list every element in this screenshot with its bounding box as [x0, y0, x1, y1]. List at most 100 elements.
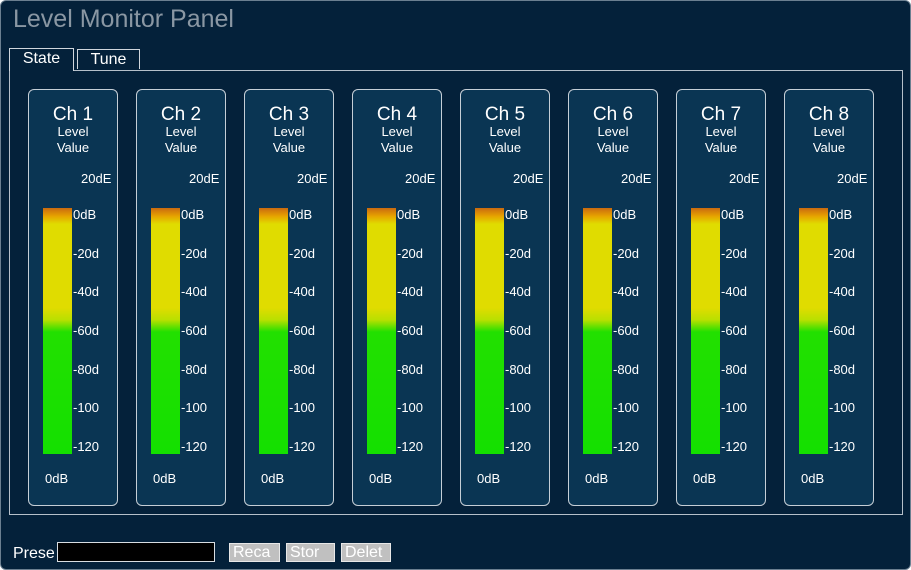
channel-strip-7: Ch 7 Level Value 20dE 0dB -20d -40d -60d -80d -10…	[676, 89, 766, 506]
meter-tick-label: -60d	[505, 323, 532, 338]
meter-max-label: 20dE	[405, 171, 436, 186]
meter-tick-label: -80d	[397, 362, 424, 377]
level-meter-bar	[367, 208, 396, 454]
meter-tick-label: -80d	[181, 362, 208, 377]
meter-tick-label: -20d	[397, 246, 424, 261]
meter-max-label: 20dE	[837, 171, 868, 186]
meter-tick-label: -60d	[181, 323, 208, 338]
channel-value-label: Value	[704, 140, 738, 155]
channel-level-label: Level	[273, 124, 305, 139]
meter-tick-label: -20d	[505, 246, 532, 261]
meter-tick-label: -40d	[73, 284, 100, 299]
channel-level-label: Level	[165, 124, 197, 139]
channel-name: Ch 4	[376, 104, 418, 125]
meter-tick-label: -60d	[829, 323, 856, 338]
meter-tick-label: 0dB	[721, 207, 745, 222]
meter-tick-label: -120	[829, 439, 856, 454]
channel-name: Ch 8	[808, 104, 850, 125]
meter-max-label: 20dE	[513, 171, 544, 186]
channel-name: Ch 1	[52, 104, 94, 125]
level-meter-bar	[259, 208, 288, 454]
meter-tick-label: -60d	[613, 323, 640, 338]
tab-state[interactable]: State	[9, 48, 74, 71]
delete-button[interactable]: Delet	[341, 543, 391, 562]
channel-value-label: Value	[812, 140, 846, 155]
meter-tick-label: -120	[181, 439, 208, 454]
meter-tick-label: -100	[181, 400, 208, 415]
meter-tick-label: -80d	[505, 362, 532, 377]
meter-max-label: 20dE	[729, 171, 760, 186]
tab-tune[interactable]: Tune	[77, 49, 140, 69]
channel-value-label: Value	[272, 140, 306, 155]
level-meter-bar	[691, 208, 720, 454]
meter-tick-label: 0dB	[289, 207, 313, 222]
meter-tick-label: -80d	[289, 362, 316, 377]
channel-value-label: Value	[380, 140, 414, 155]
channel-value-label: Value	[164, 140, 198, 155]
channel-strip-8: Ch 8 Level Value 20dE 0dB -20d -40d -60d -80d -10…	[784, 89, 874, 506]
meter-tick-label: -20d	[613, 246, 640, 261]
meter-max-label: 20dE	[81, 171, 112, 186]
meter-tick-label: -80d	[613, 362, 640, 377]
channel-strip-2: Ch 2 Level Value 20dE 0dB -20d -40d -60d -80d -10…	[136, 89, 226, 506]
meter-tick-label: -20d	[829, 246, 856, 261]
meter-tick-label: -100	[397, 400, 424, 415]
level-meter-bar	[151, 208, 180, 454]
meter-tick-label: -20d	[721, 246, 748, 261]
meter-tick-label: -100	[613, 400, 640, 415]
channel-strip-4: Ch 4 Level Value 20dE 0dB -20d -40d -60d -80d -10…	[352, 89, 442, 506]
meter-tick-label: 0dB	[829, 207, 853, 222]
channel-name: Ch 7	[700, 104, 742, 125]
meter-tick-label: -40d	[613, 284, 640, 299]
channel-name: Ch 5	[484, 104, 526, 125]
meter-tick-label: -100	[73, 400, 100, 415]
meter-tick-label: -60d	[289, 323, 316, 338]
meter-tick-label: -40d	[289, 284, 316, 299]
channel-strip-5: Ch 5 Level Value 20dE 0dB -20d -40d -60d -80d -10…	[460, 89, 550, 506]
meter-tick-label: -100	[829, 400, 856, 415]
meter-tick-label: -20d	[289, 246, 316, 261]
meter-tick-label: -40d	[181, 284, 208, 299]
level-meter-bar	[43, 208, 72, 454]
channel-name: Ch 2	[160, 104, 202, 125]
channel-strip-1: Ch 1 Level Value 20dE 0dB -20d -40d -60d -80d -10…	[28, 89, 118, 506]
meter-tick-label: -120	[721, 439, 748, 454]
channel-value-label: Value	[596, 140, 630, 155]
state-tab-panel	[9, 70, 903, 515]
meter-tick-label: -40d	[397, 284, 424, 299]
channel-level-label: Level	[597, 124, 629, 139]
meter-max-label: 20dE	[189, 171, 220, 186]
meter-tick-label: -80d	[829, 362, 856, 377]
meter-tick-label: -40d	[505, 284, 532, 299]
preset-name-input[interactable]	[57, 542, 215, 562]
meter-tick-label: 0dB	[181, 207, 205, 222]
meter-tick-label: -120	[73, 439, 100, 454]
meter-tick-label: -120	[613, 439, 640, 454]
channel-level-label: Level	[813, 124, 845, 139]
channel-level-value: 0dB	[153, 471, 177, 486]
channel-level-value: 0dB	[585, 471, 609, 486]
meter-tick-label: 0dB	[397, 207, 421, 222]
channel-level-label: Level	[381, 124, 413, 139]
meter-tick-label: -40d	[721, 284, 748, 299]
level-meter-bar	[799, 208, 828, 454]
meter-max-label: 20dE	[297, 171, 328, 186]
meter-tick-label: -60d	[397, 323, 424, 338]
channel-level-value: 0dB	[693, 471, 717, 486]
meter-tick-label: 0dB	[613, 207, 637, 222]
meter-tick-label: -100	[505, 400, 532, 415]
meter-tick-label: -60d	[73, 323, 100, 338]
preset-label: Prese	[13, 545, 55, 562]
store-button[interactable]: Stor	[286, 543, 335, 562]
channel-name: Ch 3	[268, 104, 310, 125]
window-title: Level Monitor Panel	[13, 5, 234, 33]
meter-tick-label: -20d	[73, 246, 100, 261]
channel-name: Ch 6	[592, 104, 634, 125]
meter-tick-label: -20d	[181, 246, 208, 261]
channel-level-value: 0dB	[369, 471, 393, 486]
channel-strip-6: Ch 6 Level Value 20dE 0dB -20d -40d -60d -80d -10…	[568, 89, 658, 506]
meter-tick-label: -40d	[829, 284, 856, 299]
meter-tick-label: -120	[505, 439, 532, 454]
recall-button[interactable]: Reca	[229, 543, 280, 562]
